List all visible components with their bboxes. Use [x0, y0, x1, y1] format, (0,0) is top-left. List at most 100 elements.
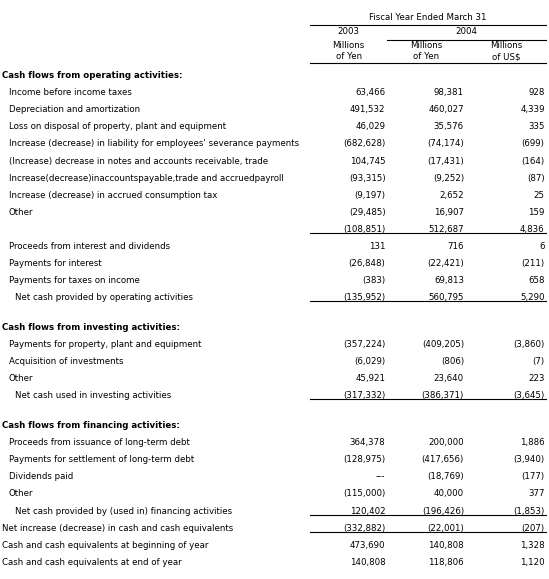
Text: Net cash provided by (used in) financing activities: Net cash provided by (used in) financing… [15, 507, 232, 515]
Text: (87): (87) [527, 174, 545, 182]
Text: 4,339: 4,339 [520, 105, 545, 114]
Text: 6: 6 [539, 242, 545, 251]
Text: (18,769): (18,769) [427, 472, 464, 481]
Text: 364,378: 364,378 [350, 438, 385, 447]
Text: Payments for taxes on income: Payments for taxes on income [9, 276, 139, 285]
Text: (17,431): (17,431) [427, 156, 464, 166]
Text: Payments for settlement of long-term debt: Payments for settlement of long-term deb… [9, 455, 194, 464]
Text: Cash and cash equivalents at end of year: Cash and cash equivalents at end of year [2, 558, 182, 567]
Text: (29,485): (29,485) [349, 208, 385, 217]
Text: 98,381: 98,381 [434, 88, 464, 97]
Text: (164): (164) [522, 156, 545, 166]
Text: 512,687: 512,687 [428, 225, 464, 234]
Text: (417,656): (417,656) [422, 455, 464, 464]
Text: (108,851): (108,851) [343, 225, 385, 234]
Text: Millions
of Yen: Millions of Yen [333, 41, 365, 61]
Text: 335: 335 [528, 122, 545, 131]
Text: (9,252): (9,252) [433, 174, 464, 182]
Text: 16,907: 16,907 [434, 208, 464, 217]
Text: Millions
of US$: Millions of US$ [490, 41, 522, 61]
Text: (135,952): (135,952) [343, 293, 385, 302]
Text: 2004: 2004 [456, 27, 478, 36]
Text: 69,813: 69,813 [434, 276, 464, 285]
Text: Other: Other [9, 374, 33, 383]
Text: Net cash provided by operating activities: Net cash provided by operating activitie… [15, 293, 193, 302]
Text: Proceeds from issuance of long-term debt: Proceeds from issuance of long-term debt [9, 438, 189, 447]
Text: 223: 223 [528, 374, 545, 383]
Text: (699): (699) [522, 140, 545, 148]
Text: (128,975): (128,975) [343, 455, 385, 464]
Text: (74,174): (74,174) [427, 140, 464, 148]
Text: (22,001): (22,001) [427, 523, 464, 533]
Text: 377: 377 [528, 489, 545, 499]
Text: (207): (207) [522, 523, 545, 533]
Text: (3,940): (3,940) [513, 455, 545, 464]
Text: Cash flows from financing activities:: Cash flows from financing activities: [2, 421, 180, 430]
Text: 2003: 2003 [338, 27, 360, 36]
Text: Dividends paid: Dividends paid [9, 472, 73, 481]
Text: 40,000: 40,000 [434, 489, 464, 499]
Text: Millions
of Yen: Millions of Yen [410, 41, 442, 61]
Text: 2,652: 2,652 [439, 190, 464, 200]
Text: (115,000): (115,000) [343, 489, 385, 499]
Text: (7): (7) [533, 357, 545, 366]
Text: 658: 658 [528, 276, 545, 285]
Text: Net cash used in investing activities: Net cash used in investing activities [15, 391, 172, 400]
Text: (332,882): (332,882) [343, 523, 385, 533]
Text: Depreciation and amortization: Depreciation and amortization [9, 105, 140, 114]
Text: Cash flows from operating activities:: Cash flows from operating activities: [2, 71, 183, 80]
Text: 120,402: 120,402 [350, 507, 385, 515]
Text: 23,640: 23,640 [434, 374, 464, 383]
Text: (93,315): (93,315) [349, 174, 385, 182]
Text: 1,328: 1,328 [520, 541, 545, 549]
Text: 5,290: 5,290 [520, 293, 545, 302]
Text: 104,745: 104,745 [350, 156, 385, 166]
Text: Payments for interest: Payments for interest [9, 259, 102, 268]
Text: 46,029: 46,029 [355, 122, 385, 131]
Text: Income before income taxes: Income before income taxes [9, 88, 132, 97]
Text: Increase(decrease)inaccountspayable,trade and accruedpayroll: Increase(decrease)inaccountspayable,trad… [9, 174, 283, 182]
Text: Cash and cash equivalents at beginning of year: Cash and cash equivalents at beginning o… [2, 541, 209, 549]
Text: (196,426): (196,426) [422, 507, 464, 515]
Text: (177): (177) [522, 472, 545, 481]
Text: Cash flows from investing activities:: Cash flows from investing activities: [2, 323, 180, 332]
Text: 35,576: 35,576 [434, 122, 464, 131]
Text: 63,466: 63,466 [355, 88, 385, 97]
Text: Acquisition of investments: Acquisition of investments [9, 357, 124, 366]
Text: (383): (383) [362, 276, 385, 285]
Text: Increase (decrease) in liability for employees' severance payments: Increase (decrease) in liability for emp… [9, 140, 299, 148]
Text: (317,332): (317,332) [343, 391, 385, 400]
Text: 159: 159 [528, 208, 545, 217]
Text: 1,120: 1,120 [520, 558, 545, 567]
Text: Net increase (decrease) in cash and cash equivalents: Net increase (decrease) in cash and cash… [2, 523, 233, 533]
Text: 928: 928 [528, 88, 545, 97]
Text: 140,808: 140,808 [428, 541, 464, 549]
Text: Increase (decrease) in accrued consumption tax: Increase (decrease) in accrued consumpti… [9, 190, 217, 200]
Text: 460,027: 460,027 [428, 105, 464, 114]
Text: ---: --- [376, 472, 385, 481]
Text: 45,921: 45,921 [355, 374, 385, 383]
Text: Proceeds from interest and dividends: Proceeds from interest and dividends [9, 242, 170, 251]
Text: (3,645): (3,645) [513, 391, 545, 400]
Text: (9,197): (9,197) [355, 190, 385, 200]
Text: 4,836: 4,836 [520, 225, 545, 234]
Text: 118,806: 118,806 [428, 558, 464, 567]
Text: (1,853): (1,853) [513, 507, 545, 515]
Text: 716: 716 [447, 242, 464, 251]
Text: 25: 25 [534, 190, 545, 200]
Text: Other: Other [9, 208, 33, 217]
Text: 491,532: 491,532 [350, 105, 385, 114]
Text: (3,860): (3,860) [513, 340, 545, 349]
Text: (211): (211) [522, 259, 545, 268]
Text: (22,421): (22,421) [427, 259, 464, 268]
Text: (26,848): (26,848) [349, 259, 385, 268]
Text: 1,886: 1,886 [520, 438, 545, 447]
Text: Fiscal Year Ended March 31: Fiscal Year Ended March 31 [369, 13, 487, 22]
Text: (357,224): (357,224) [343, 340, 385, 349]
Text: 473,690: 473,690 [350, 541, 385, 549]
Text: 131: 131 [369, 242, 385, 251]
Text: (386,371): (386,371) [422, 391, 464, 400]
Text: (682,628): (682,628) [343, 140, 385, 148]
Text: 140,808: 140,808 [350, 558, 385, 567]
Text: (6,029): (6,029) [354, 357, 385, 366]
